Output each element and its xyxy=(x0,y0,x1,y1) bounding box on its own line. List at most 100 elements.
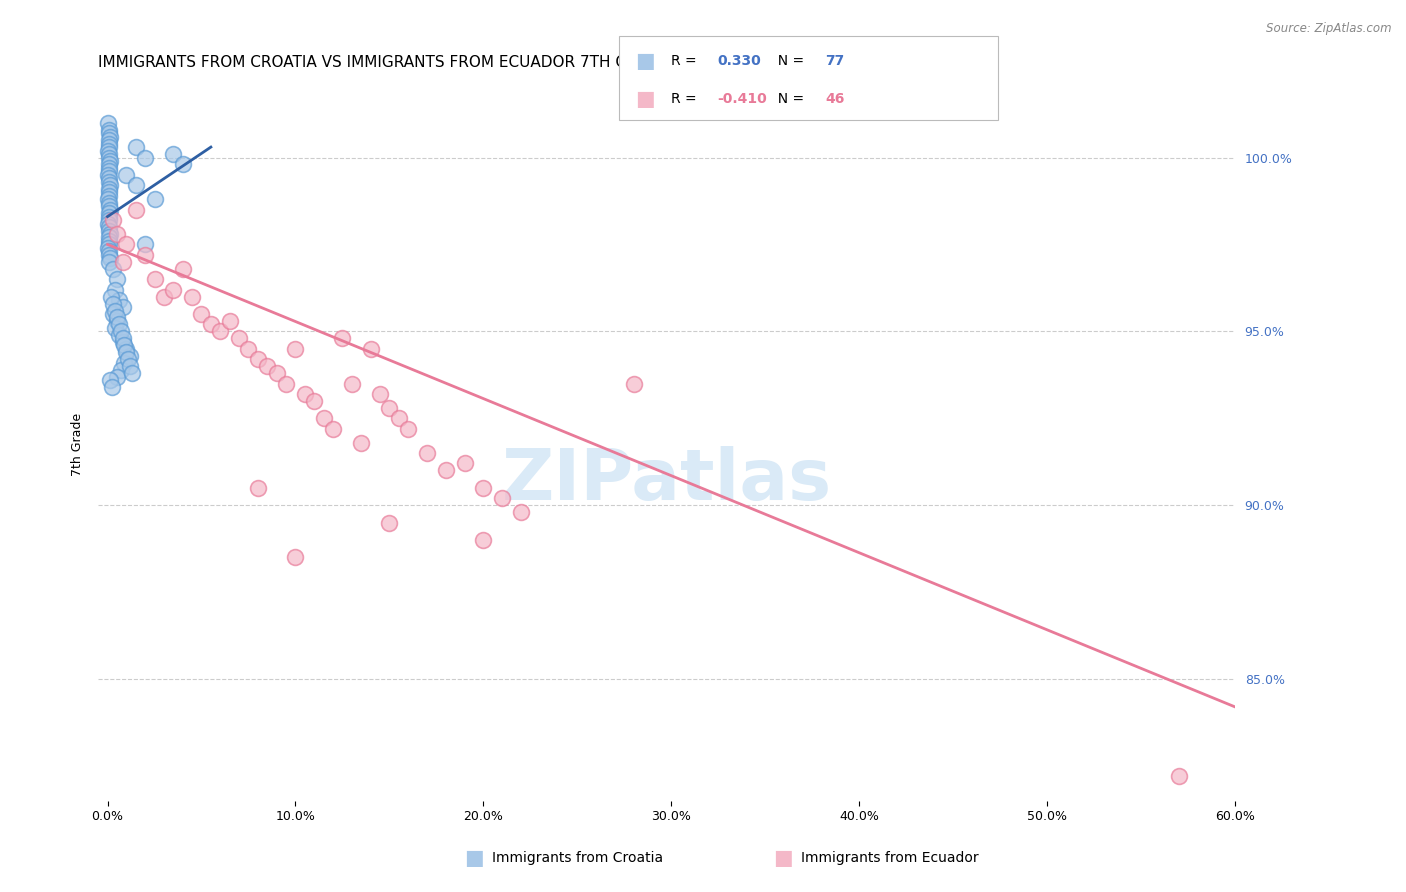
Point xyxy=(97,116,120,130)
Point xyxy=(172,157,194,171)
Point xyxy=(98,237,121,252)
Y-axis label: 7th Grade: 7th Grade xyxy=(72,413,84,476)
Point xyxy=(125,178,148,193)
Point xyxy=(97,171,120,186)
Point xyxy=(162,147,184,161)
Point xyxy=(110,324,132,338)
Point xyxy=(98,122,121,136)
Point xyxy=(97,241,120,255)
Point xyxy=(97,220,120,235)
Point xyxy=(98,202,121,217)
Point xyxy=(190,307,212,321)
Point xyxy=(218,314,240,328)
Point xyxy=(105,369,128,384)
Point xyxy=(115,342,138,356)
Point xyxy=(98,227,121,241)
Point xyxy=(98,136,121,151)
Point xyxy=(101,261,124,276)
Point xyxy=(98,153,121,168)
Point xyxy=(416,446,439,460)
Point xyxy=(143,192,166,206)
Point xyxy=(200,318,222,332)
Point xyxy=(105,272,128,286)
Point xyxy=(172,261,194,276)
Point xyxy=(115,345,138,359)
Point xyxy=(97,217,120,231)
Point xyxy=(396,422,419,436)
Point xyxy=(98,223,121,237)
Point xyxy=(97,195,120,210)
Point xyxy=(104,283,127,297)
Point xyxy=(125,202,148,217)
Point xyxy=(100,290,122,304)
Point xyxy=(110,362,132,376)
Point xyxy=(162,283,184,297)
Point xyxy=(134,151,156,165)
Point xyxy=(101,296,124,310)
Point xyxy=(274,376,297,391)
Point xyxy=(302,393,325,408)
Point xyxy=(115,168,138,182)
Point xyxy=(111,255,134,269)
Point xyxy=(115,237,138,252)
Point xyxy=(322,422,344,436)
Point xyxy=(378,516,401,530)
Point xyxy=(472,481,495,495)
Point xyxy=(256,359,278,373)
Point xyxy=(98,199,121,213)
Point xyxy=(510,505,533,519)
Point xyxy=(453,457,475,471)
Point xyxy=(98,161,121,175)
Point xyxy=(114,338,136,352)
Point xyxy=(388,411,411,425)
Point xyxy=(97,168,120,182)
Point xyxy=(98,186,121,200)
Point xyxy=(143,272,166,286)
Text: Source: ZipAtlas.com: Source: ZipAtlas.com xyxy=(1267,22,1392,36)
Point xyxy=(98,248,121,262)
Point xyxy=(117,352,139,367)
Point xyxy=(1167,769,1189,783)
Point xyxy=(246,352,269,367)
Text: Immigrants from Croatia: Immigrants from Croatia xyxy=(492,851,664,865)
Point xyxy=(284,550,307,565)
Point xyxy=(105,314,128,328)
Point xyxy=(97,133,120,147)
Text: ■: ■ xyxy=(464,848,484,868)
Point xyxy=(107,293,129,307)
Point xyxy=(111,334,134,349)
Point xyxy=(332,331,354,345)
Point xyxy=(98,210,121,224)
Point xyxy=(120,349,142,363)
Point xyxy=(368,387,391,401)
Point xyxy=(97,182,120,196)
Point xyxy=(266,366,288,380)
Point xyxy=(125,140,148,154)
Point xyxy=(98,252,121,266)
Point xyxy=(340,376,363,391)
Point xyxy=(101,380,124,394)
Point xyxy=(209,324,232,338)
Text: ■: ■ xyxy=(636,51,655,71)
Text: ZIPatlas: ZIPatlas xyxy=(502,445,831,515)
Point xyxy=(623,376,645,391)
Point xyxy=(312,411,335,425)
Point xyxy=(97,192,120,206)
Point xyxy=(181,290,204,304)
Text: R =: R = xyxy=(671,54,700,68)
Point xyxy=(107,327,129,342)
Point xyxy=(98,151,121,165)
Point xyxy=(101,213,124,227)
Point xyxy=(360,342,382,356)
Point xyxy=(97,144,120,158)
Point xyxy=(284,342,307,356)
Point xyxy=(97,230,120,244)
Point xyxy=(120,359,142,373)
Point xyxy=(228,331,250,345)
Text: R =: R = xyxy=(671,92,700,106)
Point xyxy=(97,244,120,259)
Text: 0.330: 0.330 xyxy=(717,54,761,68)
Point xyxy=(98,140,121,154)
Point xyxy=(97,255,120,269)
Text: N =: N = xyxy=(769,54,808,68)
